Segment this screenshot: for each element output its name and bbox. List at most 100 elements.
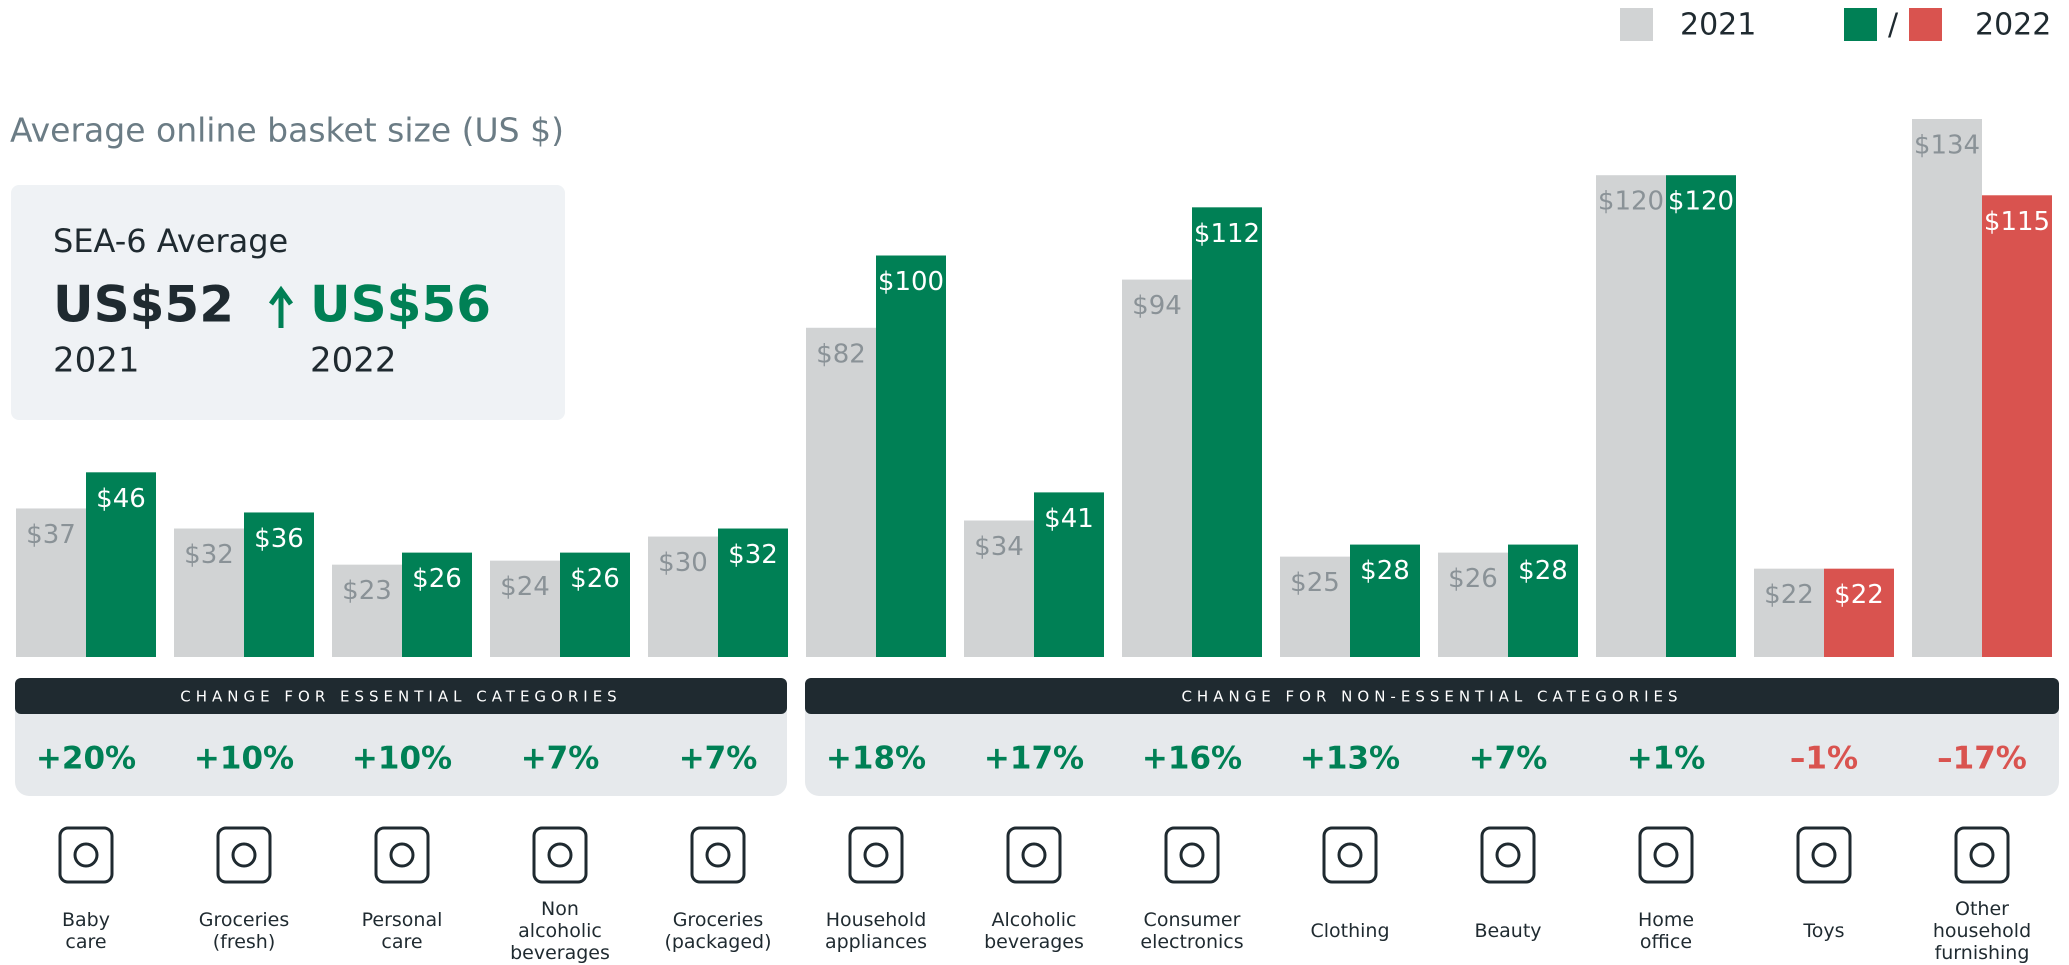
category-label: Clothing (1310, 920, 1390, 942)
bar (86, 472, 156, 657)
summary-year-2022: 2022 (310, 341, 397, 381)
bar (16, 508, 86, 657)
category-icon (848, 826, 904, 884)
category-label: Non alcoholic beverages (510, 898, 610, 964)
category-icon (1480, 826, 1536, 884)
summary-title: SEA-6 Average (53, 222, 288, 260)
category-label: Groceries (packaged) (664, 909, 772, 953)
value-label: $26 (570, 564, 620, 594)
bar (1508, 544, 1578, 657)
bar (1666, 175, 1736, 657)
category-icon (1638, 826, 1694, 884)
bar (1350, 544, 1420, 657)
bar (1754, 568, 1824, 657)
category-icon (532, 826, 588, 884)
change-header (15, 678, 787, 714)
value-label: $32 (728, 540, 778, 570)
category-icon (690, 826, 746, 884)
value-label: $28 (1518, 556, 1568, 586)
summary-value-2022: US$56 (310, 276, 491, 334)
category-icon-detail (705, 842, 731, 868)
value-label: $120 (1598, 187, 1664, 217)
summary-value-2021: US$52 (53, 276, 234, 334)
value-label: $22 (1764, 580, 1814, 610)
category-icon (1954, 826, 2010, 884)
value-label: $28 (1360, 556, 1410, 586)
category-icon (1164, 826, 1220, 884)
category-label: Beauty (1474, 920, 1542, 942)
category-label: Consumer electronics (1140, 909, 1244, 953)
value-label: $32 (184, 540, 234, 570)
legend-swatch (1844, 8, 1877, 41)
bar (1122, 279, 1192, 657)
change-label: –1% (1790, 741, 1858, 777)
change-label: +7% (1469, 741, 1548, 777)
change-label: +16% (1142, 741, 1242, 777)
value-label: $36 (254, 524, 304, 554)
bar (1034, 492, 1104, 657)
category-icon (1322, 826, 1378, 884)
bar (806, 327, 876, 657)
value-label: $100 (878, 267, 944, 297)
value-label: $24 (500, 572, 550, 602)
legend-swatch (1909, 8, 1942, 41)
bar (1280, 556, 1350, 657)
bar (648, 536, 718, 657)
category-icon-detail (389, 842, 415, 868)
value-label: $46 (96, 484, 146, 514)
category-icon-detail (1337, 842, 1363, 868)
value-label: $26 (1448, 564, 1498, 594)
change-label: –17% (1937, 741, 2027, 777)
value-label: $120 (1668, 187, 1734, 217)
category-label: Alcoholic beverages (984, 909, 1084, 953)
value-label: $37 (26, 520, 76, 550)
bar (1438, 552, 1508, 657)
category-label: Household appliances (824, 909, 928, 953)
value-label: $26 (412, 564, 462, 594)
category-icon-detail (863, 842, 889, 868)
category-icon-detail (73, 842, 99, 868)
category-icon (1796, 826, 1852, 884)
value-label: $82 (816, 339, 866, 369)
category-icon (1006, 826, 1062, 884)
change-label: +17% (984, 741, 1084, 777)
category-icon-detail (1969, 842, 1995, 868)
value-label: $25 (1290, 568, 1340, 598)
category-icon (374, 826, 430, 884)
value-label: $30 (658, 548, 708, 578)
category-label: Toys (1803, 920, 1845, 942)
legend-label: 2022 (1975, 8, 2051, 43)
value-label: $34 (974, 532, 1024, 562)
category-icon-detail (547, 842, 573, 868)
change-label: +7% (521, 741, 600, 777)
bar (1982, 195, 2052, 658)
change-label: +7% (679, 741, 758, 777)
category-label: Other household furnishing (1932, 898, 2032, 964)
category-icon-detail (1653, 842, 1679, 868)
change-header (805, 678, 2059, 714)
change-header-title: CHANGE FOR ESSENTIAL CATEGORIES (180, 688, 621, 706)
category-label: Personal care (361, 909, 443, 953)
bar (332, 564, 402, 657)
category-label: Baby care (62, 909, 110, 953)
bar (876, 255, 946, 658)
category-icon-detail (1179, 842, 1205, 868)
category-icon (216, 826, 272, 884)
legend-label: 2021 (1680, 8, 1756, 43)
value-label: $41 (1044, 504, 1094, 534)
value-label: $134 (1914, 131, 1980, 161)
value-label: $112 (1194, 219, 1260, 249)
category-label: Groceries (fresh) (198, 909, 290, 953)
summary-year-2021: 2021 (53, 341, 140, 381)
change-label: +1% (1627, 741, 1706, 777)
change-label: +18% (826, 741, 926, 777)
value-label: $23 (342, 576, 392, 606)
category-icon-detail (1811, 842, 1837, 868)
bar (718, 528, 788, 657)
bar (560, 552, 630, 657)
value-label: $94 (1132, 291, 1182, 321)
change-header-title: CHANGE FOR NON-ESSENTIAL CATEGORIES (1181, 688, 1682, 706)
legend-swatch (1620, 8, 1653, 41)
